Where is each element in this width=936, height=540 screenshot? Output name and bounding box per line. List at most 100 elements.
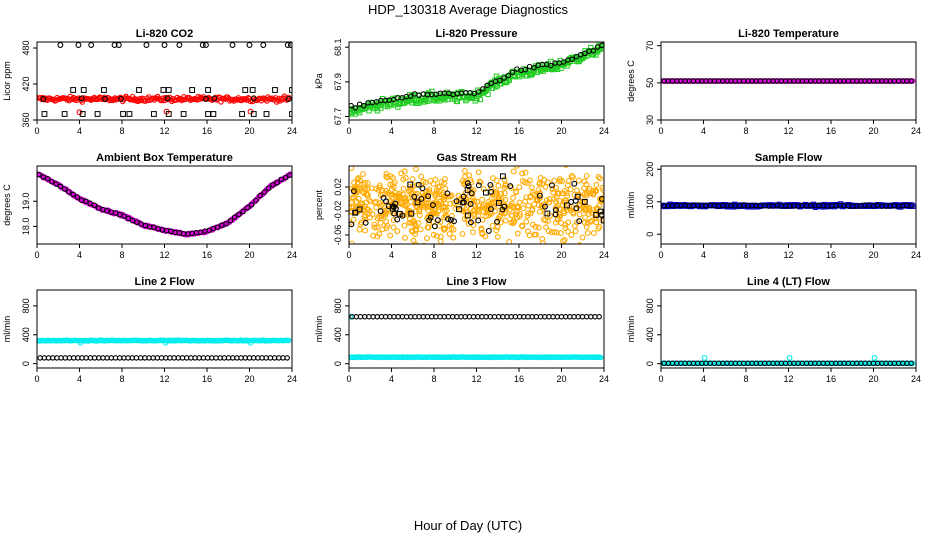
panel-5-s1-point	[582, 214, 589, 221]
panel-5-s1-point	[556, 197, 563, 204]
panel-5-s2-point	[475, 182, 482, 189]
panel-3-xtick-label: 12	[783, 126, 793, 136]
panel-5-s1-point	[354, 179, 361, 186]
panel-5-s1-point	[463, 213, 470, 219]
panel-4-title: Ambient Box Temperature	[96, 152, 233, 164]
panel-4-xtick-label: 0	[34, 250, 39, 260]
panel-2-s2-point	[599, 42, 604, 49]
panel-5-s1-point	[356, 226, 363, 233]
panel-4-xtick-label: 12	[159, 250, 169, 260]
panel-7-xtick-label: 24	[287, 374, 297, 384]
panel-5-s1-point	[536, 208, 543, 215]
panel-1-xtick-label: 20	[244, 126, 254, 136]
panel-5-s1-point	[569, 174, 576, 181]
panel-1-s4-point	[115, 42, 122, 48]
panel-5-s1-point	[502, 196, 509, 203]
panel-5-s1-point	[564, 192, 571, 199]
panel-5-s1-point	[592, 215, 599, 222]
panel-1-s3-point	[250, 95, 257, 102]
panel-5-s1-point	[398, 170, 405, 177]
panel-9-ytick-label: 0	[645, 361, 655, 366]
panel-1-xtick-label: 0	[34, 126, 39, 136]
panel-2-s2-point	[505, 72, 512, 79]
panel-2-s2-point	[407, 93, 414, 99]
panel-5-s1-point	[350, 216, 357, 223]
panel-4-ytick-label: 18.0	[21, 218, 31, 236]
panel-5-s1-point	[595, 225, 602, 232]
panel-5-s1-point	[360, 181, 367, 188]
panel-5-s1-point	[420, 155, 425, 160]
panel-5-s1-point	[593, 219, 600, 226]
panel-5-ytick-label: -0.02	[333, 201, 343, 222]
panel-7-s2-point	[162, 339, 169, 346]
panel-2-xtick-label: 16	[514, 126, 524, 136]
panel-6-ytick-label: 0	[645, 232, 655, 237]
panel-2-xtick-label: 0	[346, 126, 351, 136]
panel-5-s2-point	[460, 199, 467, 206]
panel-2-xtick-label: 20	[556, 126, 566, 136]
panel-5-s1-point	[401, 222, 408, 229]
panel-4-s2-point	[44, 175, 51, 182]
panel-5-s1-point	[390, 183, 397, 190]
panel-4-ylabel: degrees C	[2, 184, 12, 226]
panel-5-s1-point	[487, 203, 494, 210]
panel-6-points	[661, 201, 916, 210]
panel-5-s1-point	[579, 234, 586, 241]
panel-5-s1-point	[539, 240, 546, 244]
panel-5-s2-point	[465, 183, 472, 190]
panel-5-s1-point	[561, 208, 568, 215]
panel-5-s1-point	[390, 217, 397, 224]
panel-5-s1-point	[431, 207, 438, 214]
panel-4-s2-point	[253, 197, 259, 204]
panel-5-s1-point	[543, 197, 550, 204]
panel-5-ytick-label: 0.02	[333, 178, 343, 196]
panel-5-s1-point	[581, 219, 588, 226]
panel-5-s1-point	[488, 195, 495, 202]
panel-7-ylabel: ml/min	[2, 316, 12, 343]
panel-5-s1-point	[576, 201, 583, 208]
panel-1-s5-point	[136, 87, 142, 93]
panel-5-s1-point	[410, 237, 417, 244]
panel-3-xtick-label: 8	[743, 126, 748, 136]
panel-5-s1-point	[349, 209, 355, 216]
panel-5-s1-point	[535, 187, 542, 194]
panel-1-s4-point	[229, 42, 236, 48]
panel-5-s1-point	[556, 210, 563, 217]
panel-5-s1-point	[509, 212, 516, 219]
panel-5-s1-point	[421, 242, 427, 244]
panel-1-ytick-label: 480	[21, 40, 31, 55]
panel-5-s1-point	[584, 230, 591, 236]
panel-6-xtick-label: 4	[701, 250, 706, 260]
panel-5-s1-point	[514, 204, 521, 211]
panel-9-s2-point	[661, 360, 666, 367]
panel-5-s1-point	[475, 169, 482, 176]
panel-5-s1-point	[424, 204, 431, 211]
panel-5-s2-point	[444, 190, 451, 197]
panel-5-s2-point	[434, 217, 441, 224]
panel-3-xtick-label: 24	[911, 126, 921, 136]
panel-5-s1-point	[501, 176, 508, 183]
panel-5-s1-point	[549, 186, 556, 192]
panel-5-s1-point	[565, 228, 571, 235]
panel-5-s2-point	[475, 217, 482, 224]
panel-8-xtick-label: 8	[431, 374, 436, 384]
panel-5-s1-point	[583, 172, 590, 179]
panel-4-s2-point	[214, 224, 221, 230]
panel-5-s1-point	[412, 231, 419, 238]
panel-5-s1-point	[450, 234, 457, 241]
panel-5-s1-point	[519, 223, 526, 230]
panel-1-s4-point	[75, 42, 82, 48]
panel-5-xtick-label: 8	[431, 250, 436, 260]
panel-5-s1-point	[493, 227, 500, 234]
panel-5-xtick-label: 0	[346, 250, 351, 260]
panel-1-s3-point	[117, 96, 124, 102]
panel-4-s2-point	[83, 198, 89, 205]
panel-4-s2-point	[236, 211, 242, 218]
panel-5-s3-point	[574, 193, 581, 200]
panel-1-s6-point	[205, 111, 211, 117]
panel-5-s1-point	[365, 210, 372, 217]
panel-2-s2-point	[352, 105, 359, 111]
panel-2: Li-820 Pressure kPa 0 4 8 12 16 20 24 67.7 67.9 68.…	[314, 28, 609, 136]
panel-5-s1-point	[593, 181, 600, 188]
panel-5-s1-point	[373, 198, 379, 205]
